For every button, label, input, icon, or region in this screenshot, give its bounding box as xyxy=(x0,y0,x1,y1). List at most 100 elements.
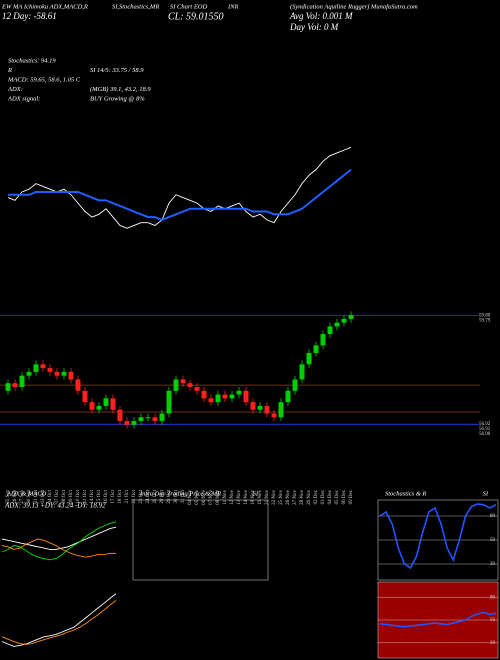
candle-body xyxy=(124,421,130,425)
x-tick-label: 08 Nov xyxy=(216,490,221,505)
y-tick-label: 80 xyxy=(490,595,496,600)
x-tick-label: 27 Nov xyxy=(293,490,298,505)
x-tick-label: 30 Sep xyxy=(27,490,32,504)
x-tick-label: 02 Dec xyxy=(314,489,319,504)
info-label: MACD: 59.65, 58.6, 1.05 C xyxy=(7,76,81,83)
x-tick-label: 09 Oct xyxy=(69,489,74,503)
level-label: 56.92 xyxy=(479,422,491,427)
line-series xyxy=(1,599,117,645)
x-tick-label: 18 Oct xyxy=(118,489,123,503)
candle-body xyxy=(341,318,347,323)
x-tick-label: 21 Oct xyxy=(125,489,130,503)
candle-body xyxy=(12,383,18,388)
line-series xyxy=(7,146,352,229)
y-tick-label: 20 xyxy=(490,562,496,567)
panel-title: SI xyxy=(253,490,259,497)
panel-border xyxy=(132,499,269,581)
x-tick-label: 18 Nov xyxy=(251,490,256,505)
candle-body xyxy=(117,409,123,422)
y-tick-label: 20 xyxy=(490,641,496,646)
x-tick-label: 03 Dec xyxy=(321,489,326,504)
info-value: (MGB) 39.1, 43.2, 18.9 xyxy=(90,86,151,93)
y-tick-label: 50 xyxy=(490,618,496,623)
x-tick-label: 04 Oct xyxy=(48,489,53,503)
x-tick-label: 12 Nov xyxy=(230,490,235,505)
info-value: SI 14/5: 33.75 / 58.9 xyxy=(90,67,144,74)
candle-body xyxy=(264,405,270,414)
header-text: SI Chart EOD xyxy=(170,3,208,10)
panel-title: SI xyxy=(483,490,489,497)
panel-title: ADX & MACD xyxy=(6,490,47,497)
x-tick-label: 22 Nov xyxy=(272,490,277,505)
candle-body xyxy=(89,402,95,410)
line-series xyxy=(379,611,497,628)
info-label: ADX: xyxy=(7,86,23,93)
x-tick-label: 07 Oct xyxy=(55,489,60,503)
x-tick-label: 10 Oct xyxy=(76,489,81,503)
x-tick-label: 04 Nov xyxy=(188,490,193,505)
x-tick-label: 19 Nov xyxy=(258,490,263,505)
x-tick-label: 13 Nov xyxy=(237,490,242,505)
level-label: 59.80 xyxy=(479,313,491,318)
candle-body xyxy=(285,390,291,403)
candle-body xyxy=(61,371,67,376)
candle-body xyxy=(131,421,137,425)
header-text: 12 Day: -58.61 xyxy=(2,11,57,21)
x-tick-label: 26 Nov xyxy=(286,490,291,505)
header-text: Day Vol: 0 M xyxy=(289,22,339,32)
panel-subtitle: ADX: 39.13 +DY: 43.24 -DY: 18.92 xyxy=(4,502,106,510)
candle-body xyxy=(103,398,109,406)
header-text: (Syndication Aquiline Rugger) MunafaSutr… xyxy=(290,3,418,10)
candle-body xyxy=(243,390,249,403)
level-label: 59.79 xyxy=(479,318,491,323)
line-series xyxy=(1,526,117,550)
y-tick-label: 50 xyxy=(490,538,496,543)
x-tick-label: 01 Oct xyxy=(34,489,39,503)
x-tick-label: 25 Sep xyxy=(6,490,11,504)
candle-body xyxy=(208,398,214,403)
x-tick-label: 05 Nov xyxy=(195,490,200,505)
candle-body xyxy=(54,371,60,376)
candle-body xyxy=(257,405,263,410)
candle-body xyxy=(96,405,102,410)
candle-body xyxy=(138,417,144,422)
header-text: SI,Stochastics,MR xyxy=(112,3,159,10)
info-value: BUY Growing @ 8% xyxy=(90,95,145,102)
x-tick-label: 03 Oct xyxy=(41,489,46,503)
line-series xyxy=(1,538,117,558)
level-label: 56.91 xyxy=(479,427,491,432)
candle-body xyxy=(292,379,298,391)
x-tick-label: 31 Oct xyxy=(181,489,186,503)
x-tick-label: 28 Nov xyxy=(300,490,305,505)
info-label: Stochastics: 94.19 xyxy=(8,57,56,64)
x-tick-label: 04 Dec xyxy=(328,489,333,504)
x-tick-label: 07 Nov xyxy=(209,490,214,505)
candle-body xyxy=(187,383,193,388)
panel-title: Stochastics & R xyxy=(385,490,427,497)
x-tick-label: 22 Oct xyxy=(132,489,137,503)
line-series xyxy=(1,593,117,647)
header-text: CL: 59.01550 xyxy=(168,11,224,22)
candle-body xyxy=(159,413,165,422)
x-tick-label: 23 Oct xyxy=(139,489,144,503)
x-tick-label: 29 Nov xyxy=(307,490,312,505)
x-tick-label: 06 Nov xyxy=(202,490,207,505)
x-tick-label: 28 Oct xyxy=(160,489,165,503)
candle-body xyxy=(75,379,81,391)
x-tick-label: 05 Dec xyxy=(335,489,340,504)
candle-body xyxy=(201,390,207,399)
x-tick-label: 26 Sep xyxy=(13,490,18,504)
candle-body xyxy=(327,326,333,335)
x-tick-label: 11 Oct xyxy=(83,489,88,503)
candle-body xyxy=(68,371,74,380)
info-label: R xyxy=(7,67,12,74)
candle-body xyxy=(334,322,340,327)
x-tick-label: 27 Sep xyxy=(20,490,25,504)
candle-body xyxy=(19,375,25,388)
info: Stochastics: 94.19 R SI 14/5: 33.75 / 58.9… xyxy=(7,57,151,102)
x-tick-label: 11 Nov xyxy=(223,490,228,505)
candle-body xyxy=(236,390,242,395)
line-series xyxy=(8,168,352,221)
candle-body xyxy=(348,315,354,319)
x-tick-label: 29 Oct xyxy=(167,489,172,503)
